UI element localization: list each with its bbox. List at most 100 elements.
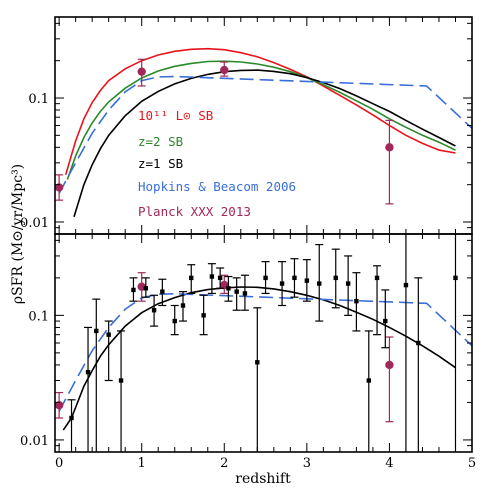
bottom-data-point-23 xyxy=(261,261,270,295)
bottom-data-point-18 xyxy=(216,267,225,289)
bottom-data-point-2 xyxy=(220,274,229,295)
bottom-data-point-24 xyxy=(278,261,287,307)
bottom-data-point-9 xyxy=(129,277,138,302)
top-data-point-3 xyxy=(385,119,394,205)
data-marker xyxy=(180,303,186,308)
bottom-data-point-3 xyxy=(385,336,394,423)
bottom-y-tick-label: 0.01 xyxy=(20,434,49,449)
top-series-3-line xyxy=(58,75,472,194)
data-marker xyxy=(94,328,99,334)
data-marker xyxy=(85,369,91,375)
data-marker xyxy=(354,298,359,304)
data-marker xyxy=(217,275,223,281)
data-marker xyxy=(403,282,409,288)
bottom-data-point-15 xyxy=(187,264,196,295)
bottom-data-point-25 xyxy=(290,258,299,298)
data-marker xyxy=(220,65,229,75)
data-marker xyxy=(118,378,124,383)
top-ticks xyxy=(55,17,472,234)
data-marker xyxy=(317,281,322,286)
x-axis-label: redshift xyxy=(235,471,291,487)
data-marker xyxy=(143,286,149,291)
data-marker xyxy=(172,318,177,324)
legend-entry: Planck XXX 2013 xyxy=(138,204,251,219)
x-tick-label: 5 xyxy=(468,456,476,471)
top-y-tick-label: 0.01 xyxy=(20,216,49,231)
x-tick-labels: 0 1 2 3 4 5 xyxy=(55,456,476,471)
data-marker xyxy=(279,281,285,286)
bottom-data-point-34 xyxy=(403,234,409,452)
bottom-data-point-21 xyxy=(240,274,249,311)
bottom-data-point-27 xyxy=(315,243,324,322)
top-panel: 10¹¹ L⊙ SB z=2 SB z=1 SB Hopkins & Beacom 2… xyxy=(54,16,473,235)
bottom-data-point-26 xyxy=(302,259,311,302)
top-data-point-2 xyxy=(220,61,229,77)
legend-entry: Hopkins & Beacom 2006 xyxy=(138,179,296,194)
data-marker xyxy=(304,278,310,283)
x-tick-label: 1 xyxy=(138,456,146,471)
bottom-data-point-30 xyxy=(352,272,361,332)
top-series-2-line xyxy=(73,69,456,218)
bottom-series-0-line xyxy=(62,286,456,431)
bottom-data-point-11 xyxy=(150,294,159,327)
data-marker xyxy=(106,332,111,337)
top-points-layer xyxy=(54,58,394,205)
data-marker xyxy=(385,143,394,152)
bottom-data-point-13 xyxy=(170,304,179,336)
bottom-series-1-line xyxy=(58,292,472,412)
data-marker xyxy=(255,360,260,365)
data-marker xyxy=(54,401,64,410)
bottom-data-point-33 xyxy=(381,289,390,349)
bottom-data-point-8 xyxy=(117,330,126,452)
x-tick-label: 4 xyxy=(385,456,393,471)
bottom-data-point-6 xyxy=(92,298,101,452)
top-series-layer xyxy=(58,47,472,218)
bottom-data-point-14 xyxy=(178,291,187,322)
data-marker xyxy=(226,286,231,291)
data-marker xyxy=(151,308,157,313)
bottom-data-point-17 xyxy=(207,263,216,295)
bottom-data-point-29 xyxy=(344,255,353,316)
bottom-data-point-22 xyxy=(253,307,262,452)
data-marker xyxy=(242,291,248,296)
data-marker xyxy=(234,289,239,294)
bottom-data-point-0 xyxy=(54,391,64,419)
bottom-data-point-7 xyxy=(104,320,113,382)
data-marker xyxy=(416,340,421,346)
legend-entry: z=1 SB xyxy=(138,156,183,171)
bottom-data-point-4 xyxy=(67,399,76,452)
bottom-y-tick-label: 0.1 xyxy=(28,309,49,324)
bottom-data-point-16 xyxy=(199,294,208,336)
data-marker xyxy=(189,275,194,281)
x-tick-label: 2 xyxy=(220,456,228,471)
x-tick-label: 0 xyxy=(55,456,63,471)
bottom-panel xyxy=(54,233,473,453)
data-marker xyxy=(292,275,297,281)
legend-entry: z=2 SB xyxy=(138,134,183,149)
data-marker xyxy=(333,275,338,281)
y-tick-labels: 0.1 0.01 0.1 0.01 xyxy=(20,92,49,449)
bottom-data-point-28 xyxy=(331,248,340,309)
bottom-data-point-31 xyxy=(364,330,373,452)
bottom-data-point-32 xyxy=(373,265,382,336)
data-marker xyxy=(137,67,146,76)
top-series-1-line xyxy=(66,60,456,180)
y-axis-label: ρSFR (M⊙/yr/Mpc³) xyxy=(10,164,26,304)
data-marker xyxy=(374,275,380,281)
data-marker xyxy=(209,274,215,279)
bottom-points-layer xyxy=(54,234,458,452)
data-marker xyxy=(453,275,458,281)
legend: 10¹¹ L⊙ SB z=2 SB z=1 SB Hopkins & Beacom 2… xyxy=(138,108,296,219)
bottom-data-point-35 xyxy=(414,277,423,452)
x-tick-label: 3 xyxy=(303,456,311,471)
data-marker xyxy=(366,378,371,383)
bottom-data-point-36 xyxy=(453,234,458,452)
top-data-point-1 xyxy=(137,58,146,87)
bottom-data-point-20 xyxy=(232,277,241,311)
bottom-ticks xyxy=(55,234,472,452)
data-marker xyxy=(160,289,165,294)
data-marker xyxy=(69,415,74,421)
data-marker xyxy=(131,287,136,293)
data-marker xyxy=(345,281,351,286)
